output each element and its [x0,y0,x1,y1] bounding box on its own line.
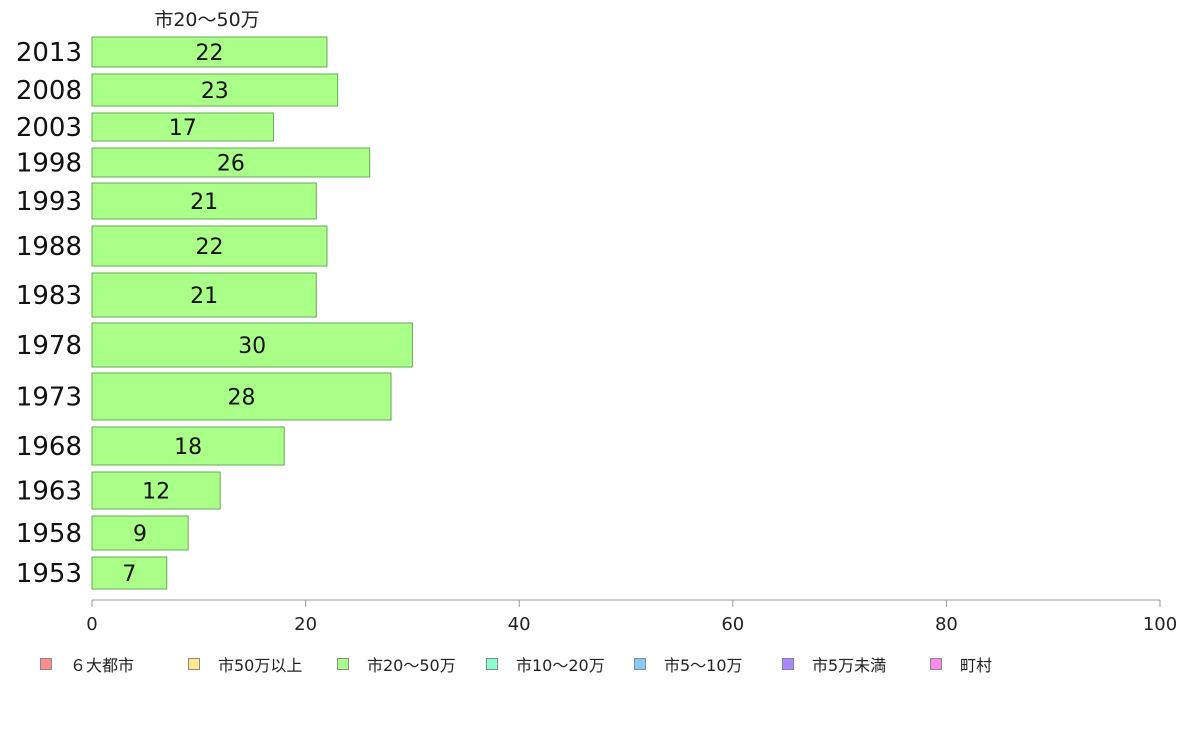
legend-label: 市20～50万 [367,656,456,675]
bar [91,36,328,68]
y-tick-label: 1963 [16,477,82,507]
bar [91,426,285,466]
x-tick-label: 40 [508,614,531,635]
legend-item: 市5～10万 [634,652,743,676]
y-tick-label: 2013 [16,38,82,68]
x-tick-label: 0 [86,614,97,635]
data-label: 21 [190,190,218,215]
legend-item: 市5万未満 [782,652,886,676]
x-tick-label: 60 [721,614,744,635]
bar [91,515,189,551]
legend-label: 市50万以上 [218,656,303,675]
bar [91,372,392,421]
x-tick-label: 20 [294,614,317,635]
x-axis: 0 20 40 60 80 100 [86,599,1177,635]
bar [91,556,168,590]
x-tick-label: 100 [1143,614,1177,635]
legend: ６大都市 市50万以上 市20～50万 市10～20万 市5～10万 市5万未満 町村 [0,652,1188,676]
legend-label: ６大都市 [70,656,135,675]
y-tick-label: 1993 [16,187,82,217]
legend-item: 市50万以上 [188,652,302,676]
y-tick-label: 2008 [16,76,82,106]
y-tick-label: 1998 [16,149,82,179]
bar [91,225,328,267]
data-label: 28 [228,386,256,411]
legend-label: 町村 [960,656,993,675]
data-label: 17 [169,116,197,141]
y-tick-label: 1978 [16,331,82,361]
bar [91,322,413,368]
data-label: 23 [201,79,229,104]
bar-chart: 市20～50万 2013 22 2008 23 2003 17 1998 26 1993 21 19… [16,9,1177,635]
data-label: 18 [174,435,202,460]
data-label: 7 [122,562,136,587]
data-label: 26 [217,152,245,177]
data-label: 30 [238,334,266,359]
bar [91,182,317,220]
y-tick-label: 1953 [16,559,82,589]
data-label: 22 [195,41,223,66]
legend-label: 市5～10万 [664,656,743,675]
legend-swatch [486,658,498,670]
legend-swatch [337,658,349,670]
legend-item: ６大都市 [40,652,134,676]
bar [91,147,371,178]
bar [91,73,339,107]
legend-swatch [634,658,646,670]
bar [91,471,221,510]
y-tick-label: 1958 [16,519,82,549]
data-label: 9 [133,522,147,547]
legend-swatch [40,658,52,670]
data-label: 21 [190,284,218,309]
bar [91,272,317,318]
data-label: 22 [195,235,223,260]
data-label: 12 [142,480,170,505]
legend-item: 町村 [930,652,992,676]
y-tick-label: 1983 [16,281,82,311]
legend-label: 市10～20万 [516,656,605,675]
legend-item: 市20～50万 [337,652,456,676]
bar [91,112,275,142]
legend-swatch [782,658,794,670]
legend-label: 市5万未満 [812,656,887,675]
legend-item: 市10～20万 [486,652,605,676]
chart-title: 市20～50万 [154,9,259,31]
bars-layer: 2013 22 2008 23 2003 17 1998 26 1993 21 1988 22 1983… [16,36,413,590]
y-tick-label: 2003 [16,113,82,143]
y-tick-label: 1988 [16,232,82,262]
legend-swatch [930,658,942,670]
y-tick-label: 1973 [16,383,82,413]
y-tick-label: 1968 [16,432,82,462]
x-tick-label: 80 [935,614,958,635]
legend-swatch [188,658,200,670]
